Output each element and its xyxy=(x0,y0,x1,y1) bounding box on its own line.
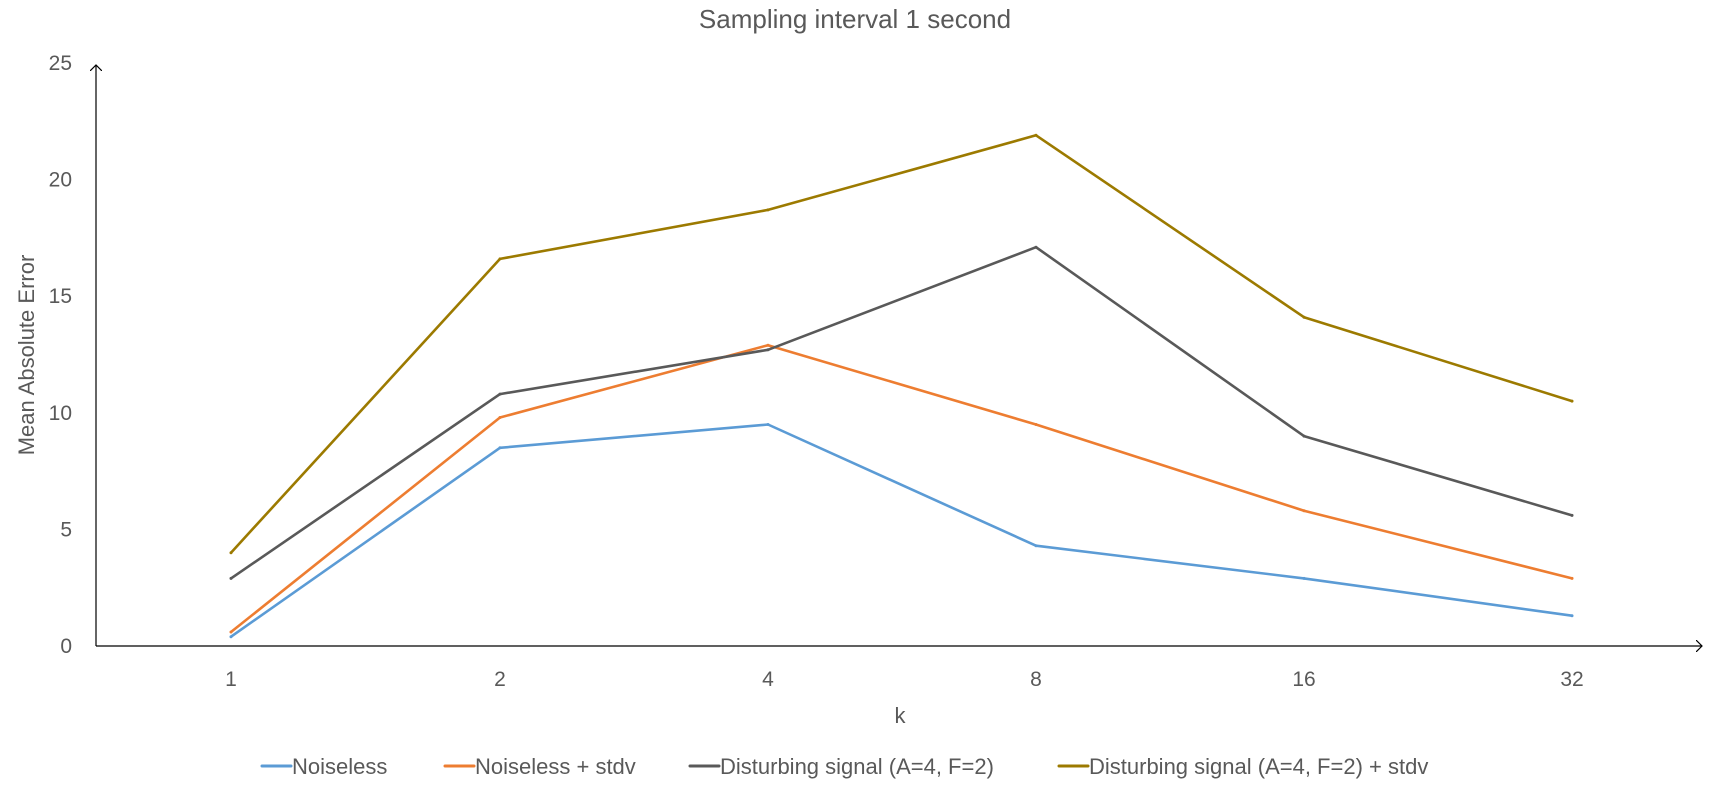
x-axis-ticks: 1 2 4 8 16 32 xyxy=(225,668,1584,691)
legend-item: Disturbing signal (A=4, F=2) xyxy=(688,754,994,779)
legend: Noiseless Noiseless + stdv Disturbing sign… xyxy=(260,754,1428,779)
series-2-point xyxy=(498,416,502,419)
series-4-point xyxy=(229,551,233,555)
legend-label: Disturbing signal (A=4, F=2) xyxy=(720,754,994,779)
series-4-point xyxy=(1302,315,1306,319)
series-line-4 xyxy=(229,134,1574,555)
x-axis-label: k xyxy=(895,703,907,728)
series-2-point xyxy=(229,630,233,634)
series-3-point xyxy=(1034,245,1038,249)
y-tick-label: 25 xyxy=(49,52,72,75)
series-4-point xyxy=(766,208,770,212)
series-2-point xyxy=(766,343,770,347)
series-2-point xyxy=(1570,576,1574,580)
legend-item: Noiseless + stdv xyxy=(443,754,636,779)
series-3-point xyxy=(229,576,233,580)
series-4-point xyxy=(1570,399,1574,403)
y-tick-label: 15 xyxy=(49,285,72,308)
series-lines xyxy=(229,133,1574,639)
x-tick-label: 16 xyxy=(1292,668,1315,691)
y-tick-label: 20 xyxy=(49,169,72,192)
chart-title: Sampling interval 1 second xyxy=(699,4,1011,34)
y-tick-label: 10 xyxy=(49,402,72,425)
series-1-point xyxy=(1302,576,1306,580)
series-3-point xyxy=(1570,513,1574,517)
y-tick-label: 5 xyxy=(60,518,72,541)
series-1-point xyxy=(229,635,233,639)
series-line-1 xyxy=(229,423,1574,639)
y-axis-label: Mean Absolute Error xyxy=(14,255,39,456)
series-line-2 xyxy=(229,343,1574,634)
x-tick-label: 2 xyxy=(494,668,506,691)
legend-label: Disturbing signal (A=4, F=2) + stdv xyxy=(1089,754,1428,779)
legend-label: Noiseless + stdv xyxy=(475,754,636,779)
series-1-point xyxy=(498,446,502,450)
series-3-point xyxy=(498,392,502,396)
legend-item: Disturbing signal (A=4, F=2) + stdv xyxy=(1057,754,1428,779)
y-axis-ticks: 0 5 10 15 20 25 xyxy=(49,52,72,658)
series-2-point xyxy=(1302,509,1306,513)
series-1-point xyxy=(1570,614,1574,618)
x-tick-label: 1 xyxy=(225,668,237,691)
x-tick-label: 4 xyxy=(762,668,774,691)
series-2-point xyxy=(1034,423,1038,426)
x-tick-label: 32 xyxy=(1560,668,1583,691)
series-line-3 xyxy=(229,245,1574,580)
series-4-point xyxy=(498,257,502,261)
y-tick-label: 0 xyxy=(60,635,72,658)
series-3-point xyxy=(766,348,770,352)
series-1-point xyxy=(1034,544,1038,548)
x-tick-label: 8 xyxy=(1030,668,1042,691)
series-1-point xyxy=(766,423,770,426)
legend-item: Noiseless xyxy=(260,754,387,779)
legend-label: Noiseless xyxy=(292,754,387,779)
series-3-point xyxy=(1302,434,1306,438)
series-4-point xyxy=(1034,133,1038,137)
